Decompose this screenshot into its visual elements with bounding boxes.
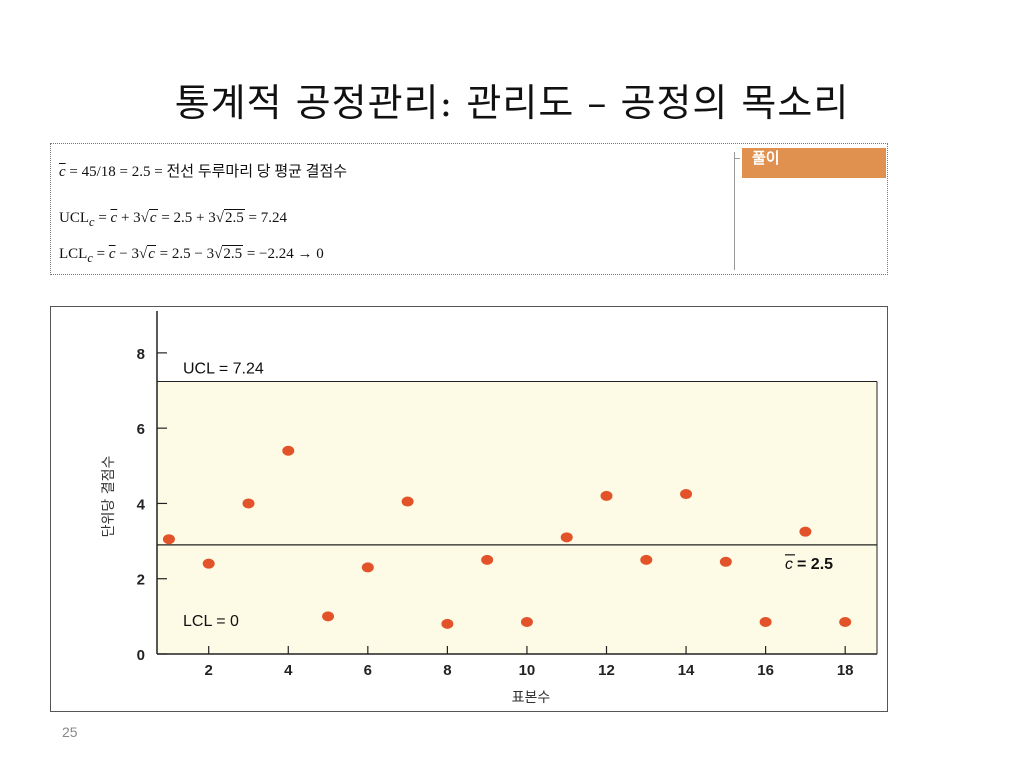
chart-svg: 0 2 4 6 8 2 4 6 8 10 12 14 16 18 표본수 단위당 결점수 UCL = 7.24 L… [101,311,878,706]
lcl-result: = −2.24 → 0 [243,246,324,262]
y-tick-label: 0 [137,647,145,664]
formula-ucl: UCLc = c + 3√c = 2.5 + 3√2.5 = 7.24 [59,209,287,229]
formula-lcl: LCLc = c − 3√c = 2.5 − 3√2.5 = −2.24 → 0 [59,245,324,265]
x-tick-label: 6 [364,662,372,679]
data-point [799,526,812,537]
y-tick-label: 6 [137,421,145,438]
data-point [361,562,374,573]
data-point [202,558,215,569]
x-tick-label: 14 [678,662,695,679]
x-tick-label: 16 [757,662,774,679]
panel-header: 풀이 [742,148,886,178]
ucl-eq2: = 2.5 + 3 [157,210,216,226]
panel-tick [734,158,740,159]
y-tick-label: 8 [137,346,145,363]
lcl-sub: c [87,251,93,265]
formula-box: c = 45/18 = 2.5 = 전선 두루마리 당 평균 결점수 UCLc … [50,143,888,275]
ucl-result: = 7.24 [244,210,287,226]
data-point [322,611,335,622]
ucl-sqrt-c: c [149,210,157,226]
panel-divider [734,152,735,270]
data-point [600,490,613,501]
data-point [680,489,693,500]
control-chart: 0 2 4 6 8 2 4 6 8 10 12 14 16 18 표본수 단위당 결점수 UCL = 7.24 L… [50,306,888,712]
ucl-sqrt-v: 2.5 [223,209,245,226]
data-point [481,554,494,565]
formula-cbar: c = 45/18 = 2.5 = 전선 두루마리 당 평균 결점수 [59,160,347,181]
data-point [401,496,414,507]
data-point [242,498,255,509]
x-tick-label: 12 [598,662,615,679]
ucl-eq1: = [94,210,111,226]
lcl-sqrt-v: 2.5 [222,245,244,262]
center-symbol: c [785,556,793,573]
y-tick-label: 4 [137,496,146,513]
center-label: = 2.5 [797,556,833,573]
control-band [157,381,877,654]
y-axis-label: 단위당 결점수 [101,456,117,538]
data-point [520,617,533,628]
data-point [282,445,295,456]
lcl-sqrt-c: c [148,246,155,262]
cbar-symbol: c [59,164,66,180]
formula-cbar-expr: = 45/18 = 2.5 = 전선 두루마리 당 평균 결점수 [65,164,348,180]
data-point [560,532,573,543]
data-point [640,554,653,565]
lcl-prefix: LCL [59,246,88,262]
data-point [719,556,732,567]
data-point [441,618,454,629]
ucl-sub: c [89,215,95,229]
page-number: 25 [62,724,78,740]
y-tick-label: 2 [137,572,145,589]
slide-title: 통계적 공정관리: 관리도 – 공정의 목소리 [174,81,850,125]
x-tick-label: 18 [837,662,854,679]
x-tick-label: 8 [443,662,451,679]
ucl-cbar: c [110,210,118,226]
ucl-plus: + 3 [117,210,141,226]
lcl-label: LCL = 0 [183,613,239,630]
ucl-label: UCL = 7.24 [183,360,264,377]
ucl-prefix: UCL [59,210,89,226]
data-point [759,617,772,628]
data-point [839,617,852,628]
x-tick-label: 4 [284,662,293,679]
lcl-cbar: c [108,246,116,262]
x-tick-label: 10 [519,662,536,679]
lcl-eq1: = [92,246,109,262]
lcl-minus: − 3 [115,246,140,262]
lcl-eq2: = 2.5 − 3 [155,246,215,262]
x-axis-label: 표본수 [512,690,551,706]
data-point [162,534,175,545]
x-tick-label: 2 [205,662,213,679]
